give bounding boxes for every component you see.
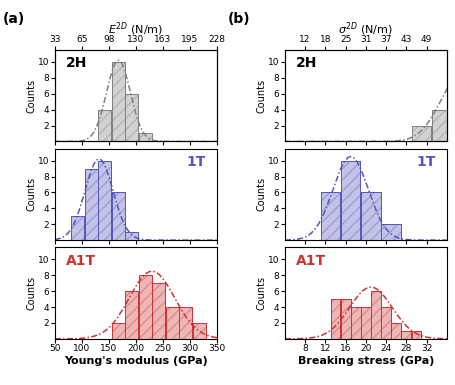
Bar xyxy=(192,323,205,339)
Bar xyxy=(111,62,125,141)
Bar xyxy=(330,299,339,339)
Bar xyxy=(451,78,455,141)
Bar xyxy=(380,307,390,339)
Bar xyxy=(125,94,138,141)
Bar xyxy=(165,307,178,339)
X-axis label: $E^{2D}$ (N/m): $E^{2D}$ (N/m) xyxy=(108,20,163,38)
Text: (a): (a) xyxy=(2,12,25,25)
Y-axis label: Counts: Counts xyxy=(26,79,36,113)
Bar xyxy=(192,323,205,339)
X-axis label: $\sigma^{2D}$ (N/m): $\sigma^{2D}$ (N/m) xyxy=(338,20,393,38)
Bar xyxy=(380,307,390,339)
Bar xyxy=(320,192,339,240)
Bar xyxy=(411,331,420,339)
Bar xyxy=(400,331,410,339)
Bar xyxy=(340,161,360,240)
Bar xyxy=(340,299,350,339)
Bar xyxy=(380,224,400,240)
Bar xyxy=(431,110,450,141)
Bar xyxy=(390,323,400,339)
Text: 1T: 1T xyxy=(415,155,435,169)
Bar xyxy=(71,216,84,240)
Text: A1T: A1T xyxy=(66,254,96,268)
Bar xyxy=(340,161,360,240)
X-axis label: Young's modulus (GPa): Young's modulus (GPa) xyxy=(64,356,207,366)
Bar xyxy=(125,232,138,240)
Bar xyxy=(350,307,360,339)
Bar xyxy=(125,291,138,339)
Bar xyxy=(390,323,400,339)
X-axis label: Breaking stress (GPa): Breaking stress (GPa) xyxy=(297,356,433,366)
Bar xyxy=(179,307,192,339)
Bar xyxy=(451,78,455,141)
Bar xyxy=(360,307,370,339)
Bar xyxy=(111,323,125,339)
Bar xyxy=(125,94,138,141)
Bar xyxy=(152,283,165,339)
Bar xyxy=(138,134,152,141)
Bar xyxy=(98,110,111,141)
Bar xyxy=(138,275,152,339)
Bar xyxy=(71,216,84,240)
Bar xyxy=(98,110,111,141)
Bar xyxy=(370,291,380,339)
Bar xyxy=(400,331,410,339)
Bar xyxy=(125,291,138,339)
Bar xyxy=(85,169,97,240)
Bar xyxy=(431,110,450,141)
Text: 2H: 2H xyxy=(296,57,317,70)
Bar xyxy=(360,307,370,339)
Bar xyxy=(152,283,165,339)
Bar xyxy=(138,275,152,339)
Bar xyxy=(98,161,111,240)
Bar xyxy=(165,307,178,339)
Bar xyxy=(360,192,380,240)
Y-axis label: Counts: Counts xyxy=(26,177,36,211)
Bar xyxy=(85,169,97,240)
Bar xyxy=(98,161,111,240)
Bar xyxy=(380,224,400,240)
Text: (b): (b) xyxy=(228,12,250,25)
Y-axis label: Counts: Counts xyxy=(26,276,36,310)
Bar xyxy=(350,307,360,339)
Bar xyxy=(411,331,420,339)
Bar xyxy=(125,232,138,240)
Bar xyxy=(111,192,125,240)
Bar xyxy=(111,323,125,339)
Bar xyxy=(411,126,430,141)
Bar xyxy=(111,62,125,141)
Bar xyxy=(330,299,339,339)
Bar xyxy=(370,291,380,339)
Bar xyxy=(138,134,152,141)
Y-axis label: Counts: Counts xyxy=(256,79,266,113)
Bar xyxy=(179,307,192,339)
Bar xyxy=(360,192,380,240)
Bar xyxy=(320,192,339,240)
Text: A1T: A1T xyxy=(296,254,326,268)
Y-axis label: Counts: Counts xyxy=(256,177,266,211)
Y-axis label: Counts: Counts xyxy=(256,276,266,310)
Bar xyxy=(411,126,430,141)
Bar xyxy=(340,299,350,339)
Text: 2H: 2H xyxy=(66,57,87,70)
Text: 1T: 1T xyxy=(186,155,205,169)
Bar xyxy=(111,192,125,240)
